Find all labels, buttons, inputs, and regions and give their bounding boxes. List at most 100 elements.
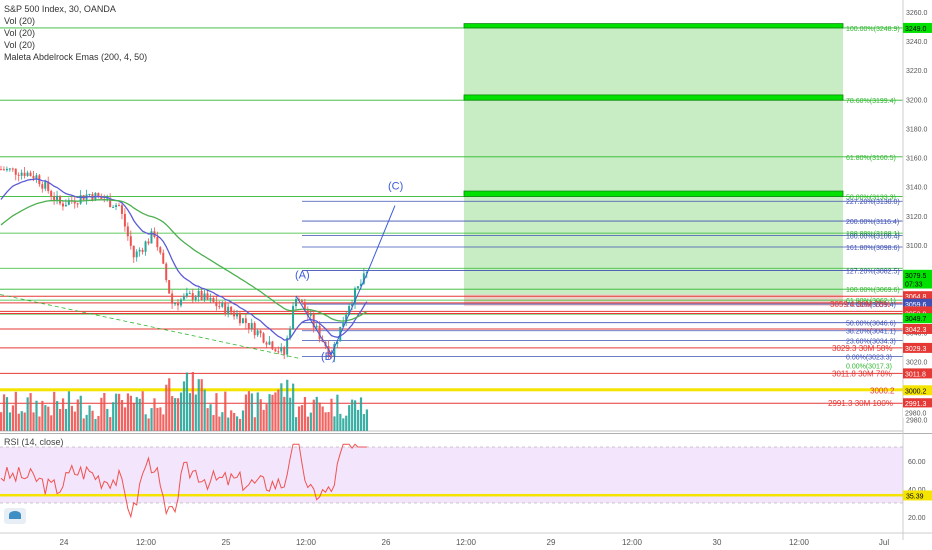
- volume-bar: [47, 406, 50, 431]
- candle-body: [306, 310, 309, 316]
- candle-body: [256, 330, 259, 336]
- candle-body: [2, 169, 5, 171]
- volume-bar: [200, 379, 203, 431]
- volume-bar: [150, 408, 153, 431]
- volume-bar: [26, 397, 29, 431]
- volume-bar: [247, 391, 250, 431]
- ema-fast-line: [0, 178, 368, 341]
- volume-bar: [221, 412, 224, 431]
- candle-body: [44, 181, 47, 189]
- candle-body: [79, 195, 82, 204]
- candle-body: [129, 236, 132, 246]
- volume-bar: [303, 396, 307, 431]
- volume-bar: [268, 394, 271, 431]
- ema-slow-line: [0, 199, 368, 322]
- fib-blue-label: 161.80%(3098.6): [846, 245, 900, 252]
- volume-bar: [182, 381, 186, 431]
- price-tag-label: 2991.3: [905, 401, 927, 408]
- volume-bar: [321, 406, 324, 431]
- candle-body: [336, 341, 339, 345]
- volume-bar: [70, 405, 73, 431]
- time-tick-label: 29: [547, 538, 556, 547]
- price-tag-label: 3049.7: [905, 316, 927, 323]
- fib-blue-label: 0.00%(3023.3): [846, 355, 892, 362]
- volume-bar: [38, 416, 41, 431]
- candle-body: [8, 168, 11, 170]
- price-tag: [903, 407, 932, 418]
- rsi-title: RSI (14, close): [4, 437, 64, 447]
- candle-body: [236, 313, 238, 317]
- candle-body: [171, 293, 174, 304]
- candle-body: [283, 347, 286, 355]
- volume-bar: [339, 413, 342, 431]
- candle-body: [271, 341, 274, 350]
- volume-bar: [5, 397, 9, 431]
- rsi-line: [0, 443, 367, 519]
- volume-bar: [359, 397, 363, 431]
- price-tick-label: 3120.0: [906, 214, 928, 221]
- candle-body: [97, 192, 100, 197]
- volume-bar: [295, 417, 298, 431]
- volume-bar: [82, 418, 85, 431]
- volume-bar: [106, 408, 109, 431]
- red-level-label: 3059.4 30M 78%: [830, 300, 891, 309]
- price-tick-label: 3140.0: [906, 185, 928, 192]
- candle-body: [147, 241, 150, 244]
- candle-body: [156, 236, 159, 248]
- volume-bar: [351, 399, 354, 431]
- volume-bar: [53, 391, 56, 431]
- candle-body: [354, 288, 356, 304]
- wave-label-c: (C): [388, 181, 403, 193]
- candle-body: [61, 203, 64, 207]
- tradingview-logo-icon[interactable]: [4, 508, 26, 524]
- volume-bar: [330, 398, 333, 431]
- candle-body: [224, 303, 227, 315]
- candle-body: [53, 196, 56, 200]
- candle-body: [209, 297, 212, 300]
- target-box: [463, 190, 844, 197]
- target-zone: [464, 27, 843, 304]
- candle-body: [159, 247, 162, 253]
- candle-body: [356, 286, 359, 289]
- price-tag: [903, 342, 932, 353]
- candle-body: [67, 200, 70, 205]
- rsi-level-yellow: [0, 493, 903, 497]
- volume-bar: [271, 394, 274, 431]
- candle-body: [109, 198, 112, 208]
- candle-body: [359, 283, 362, 287]
- indicator-vol-1: Vol (20): [4, 16, 36, 26]
- volume-bar: [212, 415, 215, 431]
- candle-body: [182, 296, 185, 300]
- volume-bar: [244, 394, 248, 431]
- candle-body: [227, 306, 230, 315]
- volume-bar: [280, 383, 283, 431]
- price-tag: [903, 278, 932, 289]
- volume-bar: [123, 407, 127, 431]
- candle-body: [120, 205, 123, 214]
- candle-body: [76, 203, 79, 205]
- volume-bar: [91, 410, 94, 431]
- volume-bar: [336, 394, 339, 431]
- candle-body: [17, 174, 20, 176]
- wave-label-b: (B): [321, 351, 336, 363]
- fib-green-label: 100.00%(3248.9): [846, 26, 900, 33]
- candle-body: [268, 341, 271, 345]
- time-tick-label: 12:00: [622, 538, 643, 547]
- volume-bar: [44, 405, 47, 431]
- volume-bar: [0, 412, 3, 431]
- candle-body: [274, 349, 277, 352]
- volume-bar: [29, 393, 32, 431]
- price-tag-label: 3064.8: [905, 294, 927, 301]
- volume-bar: [76, 399, 79, 431]
- volume-bar: [144, 414, 147, 431]
- candle-body: [259, 330, 262, 334]
- volume-bar: [206, 408, 209, 431]
- candle-body: [59, 195, 61, 204]
- candle-body: [29, 172, 32, 177]
- volume-bar: [348, 405, 351, 431]
- volume-bar: [300, 405, 304, 431]
- volume-bar: [59, 408, 62, 431]
- volume-bar: [126, 393, 130, 431]
- volume-bar: [262, 409, 265, 431]
